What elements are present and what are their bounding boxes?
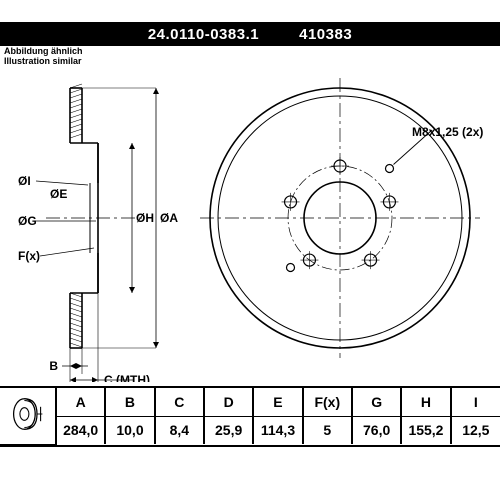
table-header-row: ABCDEF(x)GHI <box>0 388 500 416</box>
col-value: 114,3 <box>253 416 302 444</box>
col-value: 155,2 <box>401 416 450 444</box>
disc-icon-cell <box>0 388 56 444</box>
col-header: F(x) <box>303 388 352 416</box>
col-header: H <box>401 388 450 416</box>
col-value: 10,0 <box>105 416 154 444</box>
col-header: A <box>56 388 105 416</box>
col-header: C <box>155 388 204 416</box>
bolt-spec-label: M8x1,25 (2x) <box>412 125 483 139</box>
svg-text:ØE: ØE <box>50 187 67 201</box>
svg-text:ØA: ØA <box>160 211 178 225</box>
brake-disc-icon <box>10 396 46 432</box>
col-value: 5 <box>303 416 352 444</box>
col-value: 25,9 <box>204 416 253 444</box>
col-header: B <box>105 388 154 416</box>
svg-text:ØI: ØI <box>18 174 31 188</box>
col-header: E <box>253 388 302 416</box>
header-bar: 24.0110-0383.1 410383 <box>0 22 500 46</box>
table-value-row: 284,010,08,425,9114,3576,0155,212,5 <box>0 416 500 444</box>
subtitle-de: Abbildung ähnlich <box>4 46 83 56</box>
col-value: 12,5 <box>451 416 500 444</box>
svg-text:B: B <box>49 359 58 373</box>
svg-text:ØH: ØH <box>136 211 154 225</box>
col-header: G <box>352 388 401 416</box>
spec-table: ABCDEF(x)GHI 284,010,08,425,9114,3576,01… <box>0 386 500 447</box>
part-number: 24.0110-0383.1 <box>148 26 259 43</box>
col-value: 284,0 <box>56 416 105 444</box>
svg-text:F(x): F(x) <box>18 249 40 263</box>
technical-drawing: ØIØGØEF(x)ØHØABC (MTH)D <box>0 58 500 382</box>
col-value: 76,0 <box>352 416 401 444</box>
col-value: 8,4 <box>155 416 204 444</box>
svg-text:ØG: ØG <box>18 214 37 228</box>
col-header: D <box>204 388 253 416</box>
alt-number: 410383 <box>299 26 352 43</box>
col-header: I <box>451 388 500 416</box>
svg-text:C (MTH): C (MTH) <box>104 373 150 382</box>
diagram-area: ØIØGØEF(x)ØHØABC (MTH)D <box>0 58 500 382</box>
